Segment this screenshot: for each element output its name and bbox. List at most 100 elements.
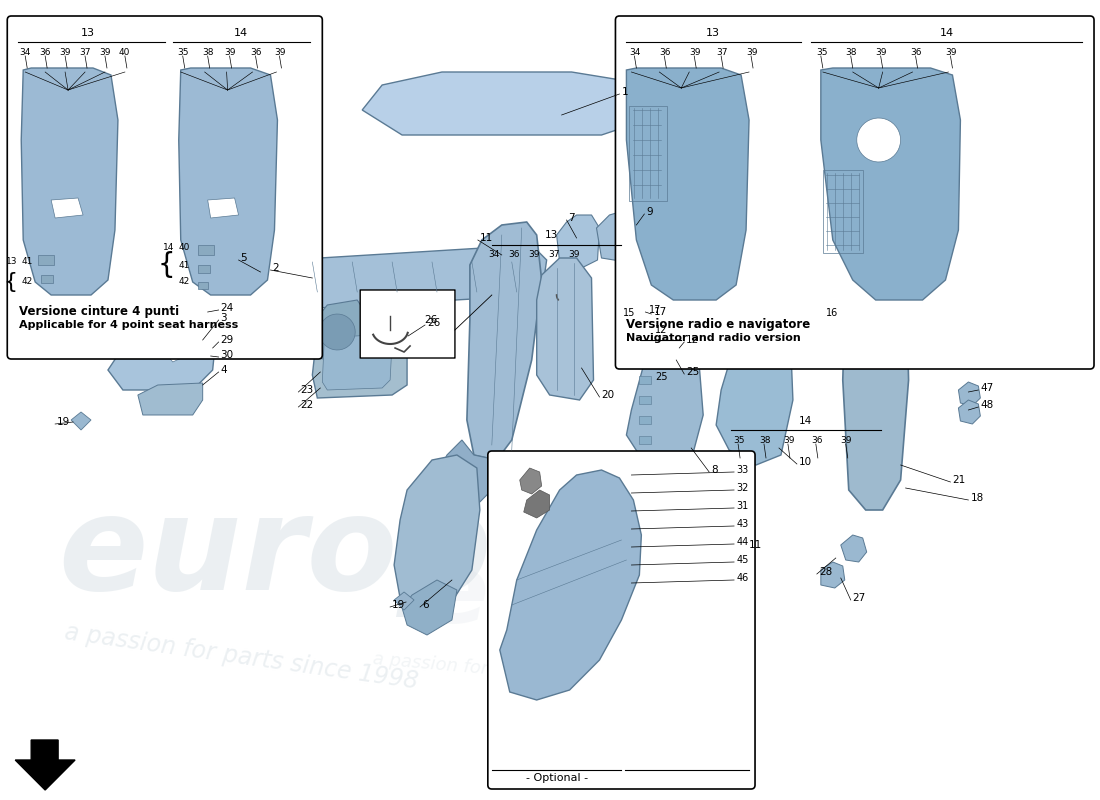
Text: 39: 39 (59, 48, 70, 57)
Polygon shape (51, 198, 82, 218)
Polygon shape (21, 68, 118, 295)
Polygon shape (821, 68, 960, 300)
Text: {: { (3, 272, 18, 292)
Text: 40: 40 (119, 48, 130, 57)
Text: 23: 23 (300, 385, 313, 395)
Polygon shape (639, 416, 651, 424)
Text: 37: 37 (548, 250, 560, 259)
Polygon shape (394, 455, 480, 610)
Polygon shape (596, 210, 649, 262)
Text: 46: 46 (736, 573, 748, 583)
Bar (876, 340, 893, 362)
Text: 41: 41 (21, 258, 33, 266)
Polygon shape (208, 198, 239, 218)
Polygon shape (394, 592, 414, 610)
Text: 13: 13 (706, 28, 721, 38)
Text: 38: 38 (759, 436, 770, 445)
Text: 24: 24 (221, 303, 234, 313)
Text: 39: 39 (275, 48, 286, 57)
Text: 17: 17 (649, 305, 662, 315)
Polygon shape (639, 376, 651, 384)
Text: 39: 39 (840, 436, 852, 445)
Polygon shape (362, 72, 661, 135)
Text: 47: 47 (980, 383, 993, 393)
Polygon shape (179, 68, 277, 295)
Text: 36: 36 (251, 48, 262, 57)
Text: 17: 17 (653, 307, 667, 317)
Text: 29: 29 (221, 335, 234, 345)
Text: 36: 36 (508, 250, 519, 259)
Text: 48: 48 (980, 400, 993, 410)
Text: 15: 15 (624, 308, 636, 318)
Text: europ: europ (422, 550, 741, 643)
Text: 27: 27 (852, 593, 866, 603)
Text: 35: 35 (816, 48, 827, 57)
Text: 42: 42 (21, 278, 33, 286)
Text: 26: 26 (424, 315, 438, 325)
Text: a passion for parts since 1998: a passion for parts since 1998 (372, 650, 645, 692)
Polygon shape (163, 345, 188, 362)
Text: 40: 40 (179, 243, 190, 253)
Bar (206, 352, 211, 356)
Text: 32: 32 (736, 483, 748, 493)
Polygon shape (843, 235, 909, 510)
Bar (876, 300, 893, 322)
Bar (823, 170, 862, 253)
Text: 45: 45 (736, 555, 748, 565)
Text: 12: 12 (656, 325, 668, 335)
Text: - Optional -: - Optional - (526, 773, 587, 783)
Text: 36: 36 (911, 48, 922, 57)
Text: 14: 14 (233, 28, 248, 38)
Text: 16: 16 (826, 308, 838, 318)
Polygon shape (466, 222, 541, 460)
Bar (206, 340, 213, 346)
Text: 35: 35 (178, 48, 189, 57)
Text: 39: 39 (746, 48, 758, 57)
Text: 39: 39 (99, 48, 110, 57)
Polygon shape (537, 258, 594, 400)
Text: 19: 19 (392, 600, 406, 610)
Text: 5: 5 (241, 253, 248, 263)
Text: 39: 39 (876, 48, 888, 57)
Bar (629, 106, 668, 201)
Text: 26: 26 (427, 318, 440, 328)
Text: 3: 3 (221, 313, 228, 323)
Bar (198, 245, 213, 255)
Polygon shape (138, 383, 202, 415)
Text: 39: 39 (783, 436, 794, 445)
Text: a passion for parts since 1998: a passion for parts since 1998 (63, 620, 420, 694)
Bar (198, 282, 208, 289)
Text: 7: 7 (569, 213, 575, 223)
Text: {: { (157, 251, 175, 279)
Text: 39: 39 (568, 250, 580, 259)
Text: 25: 25 (656, 372, 668, 382)
Text: 10: 10 (799, 457, 812, 467)
Text: 11: 11 (749, 540, 762, 550)
Text: 37: 37 (79, 48, 90, 57)
Text: 1: 1 (621, 87, 628, 97)
Text: 36: 36 (659, 48, 671, 57)
Text: 33: 33 (736, 465, 748, 475)
Text: 2: 2 (273, 263, 279, 273)
Bar (41, 275, 53, 283)
Polygon shape (639, 436, 651, 444)
Text: 36: 36 (811, 436, 823, 445)
Polygon shape (840, 535, 867, 562)
Polygon shape (641, 345, 680, 368)
Text: 43: 43 (736, 519, 748, 529)
Text: 6: 6 (422, 600, 429, 610)
Polygon shape (499, 470, 641, 700)
Polygon shape (108, 308, 218, 390)
Polygon shape (857, 118, 901, 162)
FancyBboxPatch shape (487, 451, 755, 789)
Text: 4: 4 (221, 365, 228, 375)
Polygon shape (312, 325, 407, 398)
Text: 39: 39 (224, 48, 236, 57)
Polygon shape (319, 314, 355, 350)
Text: 11: 11 (480, 233, 493, 243)
Text: 8: 8 (712, 465, 718, 475)
Text: 34: 34 (629, 48, 641, 57)
Text: 28: 28 (818, 567, 832, 577)
Text: 13: 13 (6, 258, 18, 266)
Polygon shape (557, 215, 600, 268)
